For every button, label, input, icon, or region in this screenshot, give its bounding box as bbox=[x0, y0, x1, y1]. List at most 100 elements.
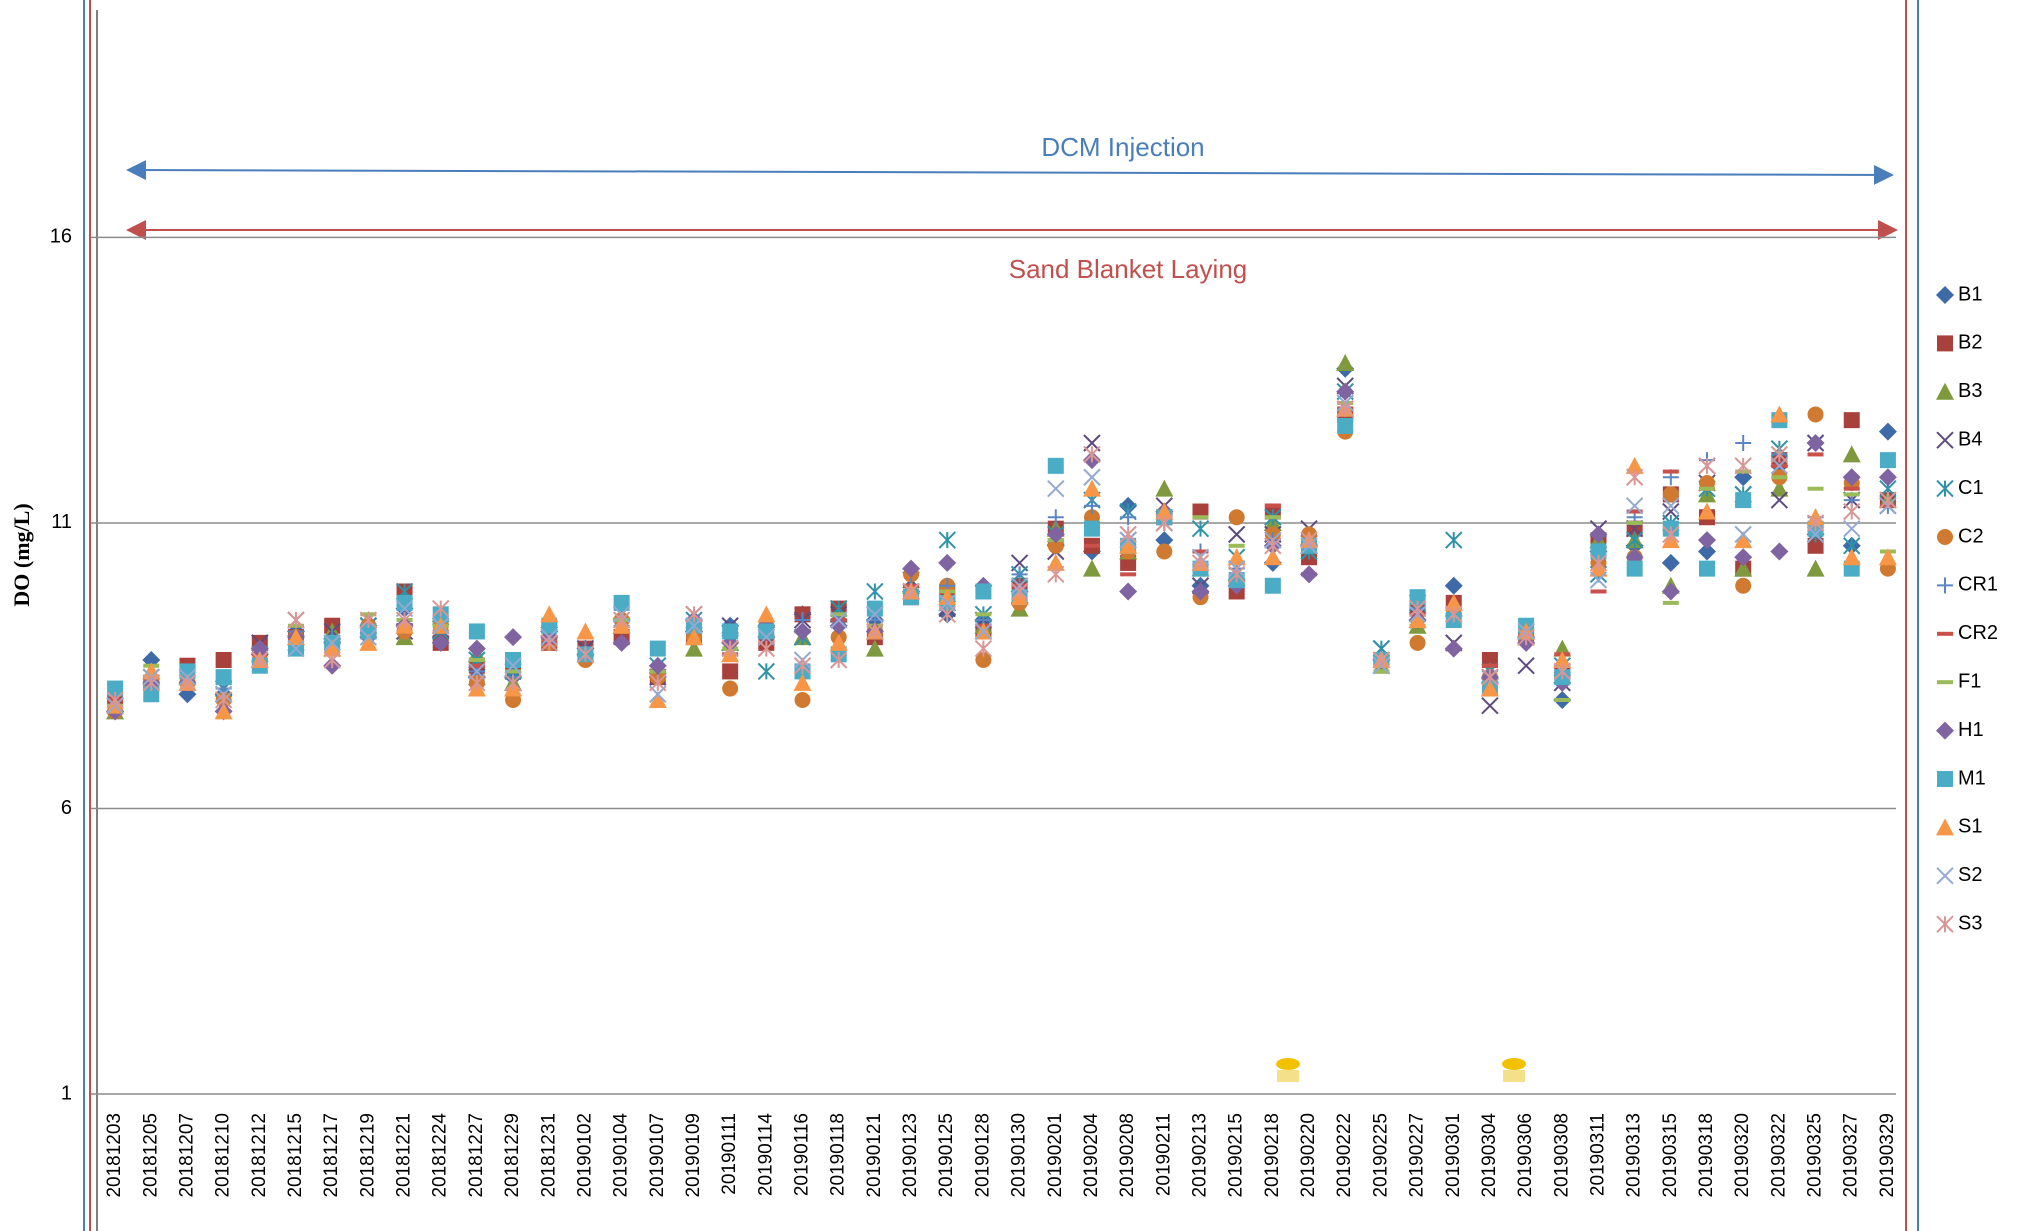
point bbox=[1227, 525, 1246, 544]
y-axis-label: DO (mg/L) bbox=[9, 503, 34, 606]
point bbox=[179, 663, 196, 680]
point bbox=[1589, 554, 1608, 572]
point bbox=[1228, 509, 1245, 526]
point bbox=[1807, 452, 1824, 457]
point bbox=[1807, 406, 1824, 423]
legend-marker bbox=[1936, 915, 1954, 933]
y-tick-label: 11 bbox=[51, 511, 72, 533]
point bbox=[1842, 445, 1861, 463]
point bbox=[1517, 657, 1535, 675]
point bbox=[396, 594, 413, 611]
point bbox=[974, 639, 993, 658]
point bbox=[1735, 435, 1752, 451]
arrow bbox=[126, 160, 1894, 185]
point bbox=[1083, 497, 1100, 514]
x-tick-label: 20181229 bbox=[502, 1113, 523, 1198]
point bbox=[1083, 543, 1100, 548]
point bbox=[1734, 548, 1753, 567]
x-tick-label: 20190327 bbox=[1841, 1113, 1862, 1198]
point bbox=[540, 605, 559, 623]
x-tick-label: 20190213 bbox=[1190, 1113, 1211, 1198]
point bbox=[649, 640, 666, 657]
series bbox=[106, 354, 1897, 720]
point bbox=[757, 662, 776, 681]
point bbox=[467, 639, 486, 658]
point bbox=[1735, 577, 1752, 594]
point bbox=[612, 611, 631, 629]
point bbox=[938, 531, 956, 549]
point bbox=[1336, 382, 1355, 401]
point bbox=[1698, 502, 1717, 520]
point bbox=[829, 616, 848, 635]
point bbox=[793, 657, 812, 675]
point bbox=[1156, 543, 1173, 560]
point bbox=[1699, 560, 1716, 577]
point bbox=[975, 652, 992, 668]
point bbox=[794, 691, 811, 708]
point bbox=[1589, 571, 1608, 589]
point bbox=[323, 651, 341, 669]
point bbox=[1011, 566, 1028, 583]
point bbox=[1878, 422, 1897, 441]
point bbox=[359, 628, 378, 646]
legend-marker bbox=[1936, 867, 1954, 885]
point bbox=[938, 553, 957, 572]
x-tick-label: 20190114 bbox=[755, 1113, 776, 1197]
point bbox=[1408, 611, 1427, 629]
point bbox=[1120, 509, 1137, 526]
point bbox=[1661, 582, 1680, 601]
legend-marker bbox=[1937, 577, 1953, 594]
point bbox=[214, 691, 233, 709]
legend-marker bbox=[1936, 382, 1954, 400]
point bbox=[1047, 509, 1064, 526]
point bbox=[468, 658, 485, 662]
point bbox=[1878, 468, 1897, 487]
point bbox=[1626, 509, 1643, 514]
legend-label: B4 bbox=[1958, 428, 1982, 450]
x-tick-label: 20190222 bbox=[1334, 1113, 1355, 1198]
point bbox=[1264, 577, 1281, 594]
x-tick-label: 20190313 bbox=[1624, 1113, 1645, 1198]
point bbox=[1481, 668, 1499, 686]
point bbox=[722, 680, 739, 697]
point bbox=[1083, 520, 1100, 537]
point bbox=[722, 623, 739, 640]
point bbox=[1119, 582, 1138, 601]
point bbox=[1191, 554, 1210, 572]
point bbox=[829, 651, 848, 669]
point bbox=[649, 674, 667, 692]
point bbox=[1698, 531, 1717, 550]
point bbox=[902, 582, 920, 601]
point bbox=[106, 691, 124, 709]
x-tick-label: 20190125 bbox=[936, 1113, 957, 1198]
point bbox=[793, 622, 812, 641]
point bbox=[1734, 457, 1752, 475]
annotation: DCM Injection bbox=[1041, 132, 1204, 162]
x-tick-label: 20190102 bbox=[574, 1113, 595, 1198]
point bbox=[576, 645, 595, 663]
point bbox=[1120, 572, 1137, 577]
legend-marker bbox=[1936, 721, 1954, 740]
x-tick-label: 20190107 bbox=[647, 1113, 668, 1198]
x-tick-label: 20190116 bbox=[792, 1113, 813, 1196]
point bbox=[215, 652, 232, 668]
point bbox=[975, 612, 992, 617]
x-tick-label: 20190104 bbox=[611, 1113, 632, 1198]
point bbox=[1337, 417, 1354, 434]
point bbox=[1373, 669, 1390, 674]
legend-marker bbox=[1937, 680, 1953, 685]
legend-marker bbox=[1936, 431, 1954, 449]
x-tick-label: 20190128 bbox=[972, 1113, 993, 1198]
icon bbox=[1276, 1058, 1300, 1082]
x-tick-label: 20190304 bbox=[1479, 1113, 1500, 1198]
x-tick-label: 20181224 bbox=[430, 1113, 451, 1198]
legend-label: B2 bbox=[1958, 332, 1982, 354]
point bbox=[540, 634, 558, 652]
y-tick-label: 16 bbox=[50, 226, 72, 248]
point bbox=[1843, 519, 1861, 538]
point bbox=[1228, 543, 1245, 548]
x-tick-label: 20190325 bbox=[1805, 1113, 1826, 1198]
point bbox=[1699, 486, 1716, 491]
point bbox=[866, 582, 884, 601]
x-tick-label: 20190318 bbox=[1696, 1113, 1717, 1198]
